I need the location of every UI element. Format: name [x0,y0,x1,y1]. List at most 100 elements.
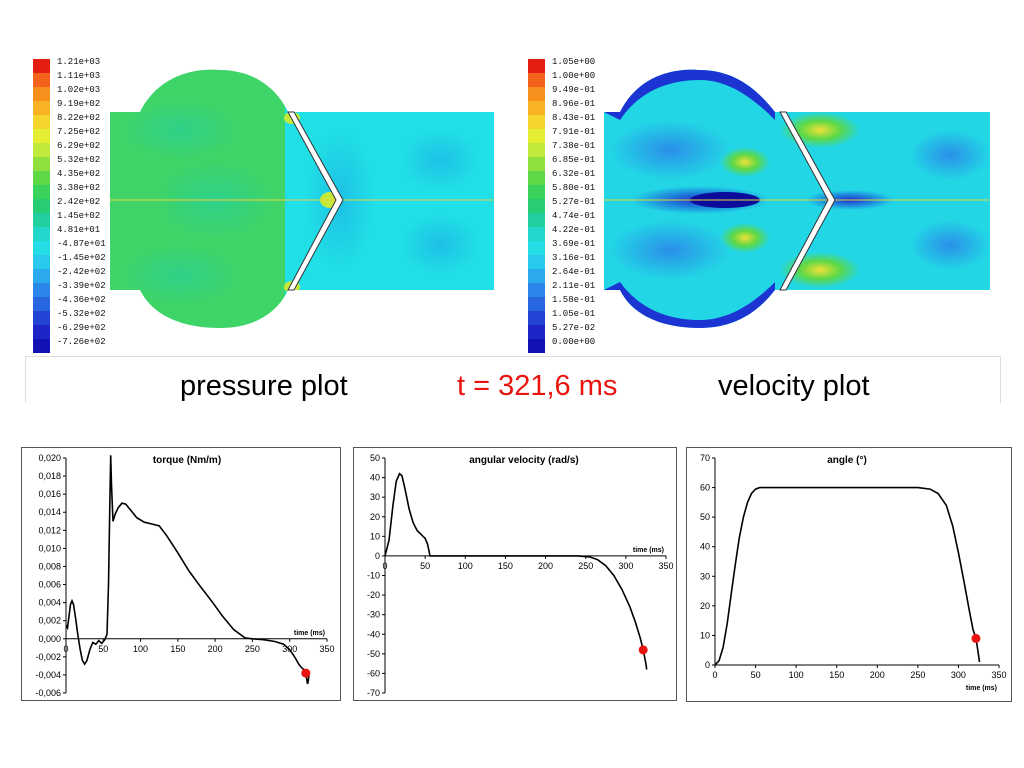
pressure-contour-plot [110,69,494,328]
y-tick-label: -60 [367,668,380,678]
y-tick-label: 10 [370,531,380,541]
x-tick-label: 200 [870,670,885,680]
pressure-legend-swatch [33,325,50,339]
velocity-legend-label: 5.27e-01 [552,197,596,207]
pressure-legend-swatch [33,269,50,283]
pressure-legend-swatch [33,143,50,157]
pressure-legend-swatch [33,311,50,325]
y-tick-label: 40 [370,473,380,483]
x-tick-label: 300 [951,670,966,680]
pressure-legend-swatch [33,283,50,297]
pressure-legend-label: -4.87e+01 [57,239,106,249]
time-caption: t = 321,6 ms [457,370,618,402]
velocity-legend-label: 1.58e-01 [552,295,596,305]
pressure-legend-label: 1.45e+02 [57,211,101,221]
x-axis-label: time (ms) [966,685,997,692]
velocity-legend-label: 4.22e-01 [552,225,596,235]
velocity-legend-swatch [528,255,545,269]
x-tick-label: 100 [458,561,473,571]
y-tick-label: 60 [700,483,710,493]
x-tick-label: 50 [420,561,430,571]
y-tick-label: 0,000 [38,634,61,644]
pressure-legend-swatch [33,59,50,73]
y-tick-label: 0,016 [38,489,61,499]
pressure-legend-label: 3.38e+02 [57,183,101,193]
series-line [384,472,648,670]
x-tick-label: 250 [578,561,593,571]
pressure-legend-label: 4.35e+02 [57,169,101,179]
x-tick-label: 350 [658,561,673,571]
y-tick-label: 30 [370,492,380,502]
y-tick-label: 0 [705,660,710,670]
pressure-legend-swatch [33,213,50,227]
pressure-legend-swatch [33,241,50,255]
velocity-legend-label: 5.27e-02 [552,323,596,333]
pressure-legend-label: -7.26e+02 [57,337,106,347]
velocity-legend-label: 1.05e-01 [552,309,596,319]
series-line [714,486,981,666]
velocity-legend-label: 8.43e-01 [552,113,596,123]
angular-velocity-chart: angular velocity (rad/s) 50 40 30 20 10 0 -10 -2… [353,447,677,701]
y-tick-label: 50 [370,453,380,463]
velocity-legend-label: 1.00e+00 [552,71,596,81]
pressure-caption: pressure plot [180,370,348,402]
velocity-legend-swatch [528,59,545,73]
velocity-legend-swatch [528,339,545,353]
velocity-legend-swatch [528,87,545,101]
pressure-legend-swatch [33,101,50,115]
pressure-legend-label: -2.42e+02 [57,267,106,277]
pressure-legend-label: 7.25e+02 [57,127,101,137]
x-axis-label: time (ms) [294,630,325,637]
y-tick-label: -30 [367,610,380,620]
y-tick-label: 20 [370,512,380,522]
pressure-legend-label: 8.22e+02 [57,113,101,123]
y-tick-label: 0,004 [38,598,61,608]
y-tick-label: 50 [700,512,710,522]
y-tick-label: -0,006 [35,688,61,698]
pressure-legend-swatch [33,115,50,129]
velocity-legend-label: 3.69e-01 [552,239,596,249]
pressure-legend-label: 6.29e+02 [57,141,101,151]
caption-box [25,356,1001,403]
pressure-legend-label: 2.42e+02 [57,197,101,207]
velocity-legend-label: 0.00e+00 [552,337,596,347]
pressure-legend-label: 1.02e+03 [57,85,101,95]
x-tick-label: 150 [170,644,185,654]
velocity-legend-swatch [528,227,545,241]
pressure-legend-label: -1.45e+02 [57,253,106,263]
pressure-legend-swatch [33,87,50,101]
velocity-legend-swatch [528,213,545,227]
velocity-legend-label: 6.32e-01 [552,169,596,179]
velocity-legend-label: 2.11e-01 [552,281,596,291]
pressure-legend-label: 1.21e+03 [57,57,101,67]
pressure-legend-swatch [33,129,50,143]
angle-chart: angle (°) 70 60 50 40 30 20 10 0 0 50 100 150 200 250 3… [686,447,1012,702]
velocity-legend-swatch [528,185,545,199]
velocity-legend-swatch [528,311,545,325]
y-tick-label: -40 [367,629,380,639]
x-tick-label: 0 [382,561,387,571]
velocity-legend-swatch [528,73,545,87]
velocity-legend-swatch [528,101,545,115]
pressure-legend-swatch [33,157,50,171]
velocity-legend-swatch [528,143,545,157]
y-tick-label: 70 [700,453,710,463]
chart-title: torque (Nm/m) [153,455,221,466]
velocity-legend-label: 7.91e-01 [552,127,596,137]
torque-chart: torque (Nm/m) 0,020 0,018 0,016 0,014 0,012 0,… [21,447,341,701]
pressure-legend-swatch [33,227,50,241]
y-tick-label: 40 [700,542,710,552]
velocity-legend-label: 4.74e-01 [552,211,596,221]
x-tick-label: 100 [789,670,804,680]
velocity-legend-swatch [528,171,545,185]
velocity-legend-label: 5.80e-01 [552,183,596,193]
y-tick-label: -20 [367,590,380,600]
pressure-legend-swatch [33,255,50,269]
x-tick-label: 150 [829,670,844,680]
velocity-legend-swatch [528,297,545,311]
velocity-legend-label: 9.49e-01 [552,85,596,95]
series-line [65,455,310,685]
x-tick-label: 50 [751,670,761,680]
velocity-legend-label: 1.05e+00 [552,57,596,67]
pressure-legend-swatch [33,73,50,87]
